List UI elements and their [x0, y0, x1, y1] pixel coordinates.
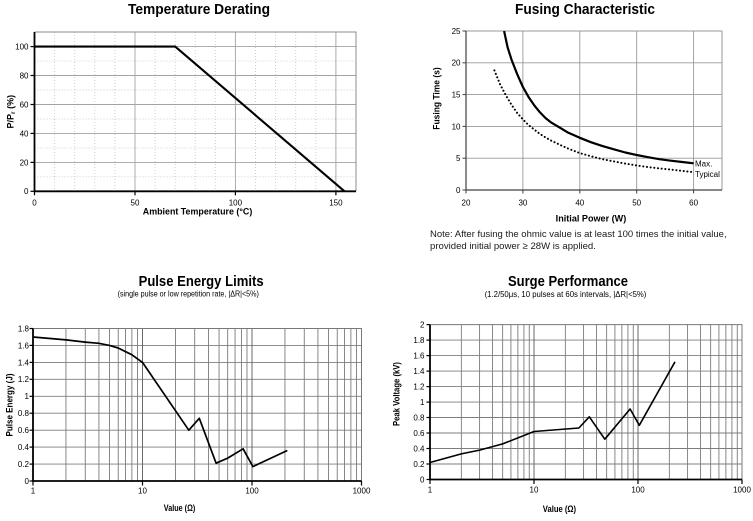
- svg-text:Typical: Typical: [695, 170, 720, 179]
- svg-text:5: 5: [456, 154, 461, 163]
- svg-text:1.8: 1.8: [413, 336, 425, 345]
- svg-text:1: 1: [428, 486, 433, 495]
- svg-text:Note: After fusing the ohmic v: Note: After fusing the ohmic value is at…: [430, 229, 727, 240]
- svg-text:60: 60: [20, 100, 29, 109]
- svg-text:25: 25: [452, 27, 461, 36]
- svg-text:0: 0: [25, 477, 30, 486]
- svg-text:Value (Ω): Value (Ω): [543, 504, 576, 514]
- svg-text:Pulse Energy (J): Pulse Energy (J): [5, 374, 15, 437]
- svg-text:(1.2/50μs, 10 pulses at 60s in: (1.2/50μs, 10 pulses at 60s intervals, |…: [485, 290, 647, 299]
- svg-text:1.4: 1.4: [413, 367, 425, 376]
- svg-text:0.2: 0.2: [413, 460, 425, 469]
- svg-text:0.4: 0.4: [18, 443, 30, 452]
- svg-text:0.2: 0.2: [18, 460, 30, 469]
- svg-text:0.6: 0.6: [18, 426, 30, 435]
- svg-text:50: 50: [632, 198, 641, 207]
- svg-text:P/Pr (%): P/Pr (%): [6, 95, 18, 129]
- svg-text:Peak Voltage (kV): Peak Voltage (kV): [392, 362, 402, 426]
- svg-text:0: 0: [24, 187, 29, 196]
- svg-text:1: 1: [25, 392, 30, 401]
- svg-text:0.4: 0.4: [413, 444, 425, 453]
- svg-text:60: 60: [689, 198, 698, 207]
- svg-text:Pulse Energy Limits: Pulse Energy Limits: [139, 274, 264, 290]
- svg-text:80: 80: [20, 71, 29, 80]
- svg-text:50: 50: [131, 199, 140, 208]
- svg-text:100: 100: [229, 199, 243, 208]
- svg-text:10: 10: [530, 486, 539, 495]
- svg-text:Max.: Max.: [695, 160, 712, 169]
- svg-text:(single pulse or low repetitio: (single pulse or low repetition rate, |Δ…: [118, 290, 260, 299]
- svg-text:1.2: 1.2: [18, 375, 30, 384]
- svg-text:40: 40: [575, 198, 584, 207]
- svg-text:0: 0: [456, 186, 461, 195]
- svg-text:Surge Performance: Surge Performance: [508, 274, 628, 290]
- svg-text:1.6: 1.6: [413, 352, 425, 361]
- svg-text:100: 100: [245, 487, 259, 496]
- svg-text:0.8: 0.8: [413, 413, 425, 422]
- svg-text:20: 20: [452, 59, 461, 68]
- svg-text:provided initial power ≥ 28W i: provided initial power ≥ 28W is applied.: [430, 241, 596, 252]
- svg-text:100: 100: [631, 486, 645, 495]
- svg-text:0.6: 0.6: [413, 429, 425, 438]
- svg-text:Initial Power (W): Initial Power (W): [556, 214, 627, 224]
- svg-text:1000: 1000: [733, 486, 751, 495]
- svg-text:Value (Ω): Value (Ω): [164, 503, 196, 513]
- svg-text:Temperature Derating: Temperature Derating: [128, 2, 270, 18]
- svg-text:1000: 1000: [353, 487, 371, 496]
- svg-text:2: 2: [420, 321, 425, 330]
- svg-text:30: 30: [518, 198, 527, 207]
- svg-text:1: 1: [31, 487, 36, 496]
- svg-text:20: 20: [462, 198, 471, 207]
- svg-text:150: 150: [329, 199, 343, 208]
- svg-text:40: 40: [20, 129, 29, 138]
- svg-text:0: 0: [420, 475, 425, 484]
- svg-text:1.8: 1.8: [18, 324, 30, 333]
- svg-text:10: 10: [138, 487, 147, 496]
- svg-text:Fusing Characteristic: Fusing Characteristic: [515, 2, 655, 18]
- svg-text:10: 10: [452, 122, 461, 131]
- svg-text:20: 20: [20, 158, 29, 167]
- svg-text:1.2: 1.2: [413, 383, 425, 392]
- svg-text:Fusing Time (s): Fusing Time (s): [432, 67, 442, 129]
- svg-text:1: 1: [420, 398, 425, 407]
- svg-text:0.8: 0.8: [18, 409, 30, 418]
- svg-text:1.6: 1.6: [18, 341, 30, 350]
- svg-text:1.4: 1.4: [18, 358, 30, 367]
- svg-text:100: 100: [15, 43, 29, 52]
- svg-text:0: 0: [32, 199, 37, 208]
- svg-text:15: 15: [452, 91, 461, 100]
- svg-text:Ambient Temperature (°C): Ambient Temperature (°C): [143, 207, 253, 217]
